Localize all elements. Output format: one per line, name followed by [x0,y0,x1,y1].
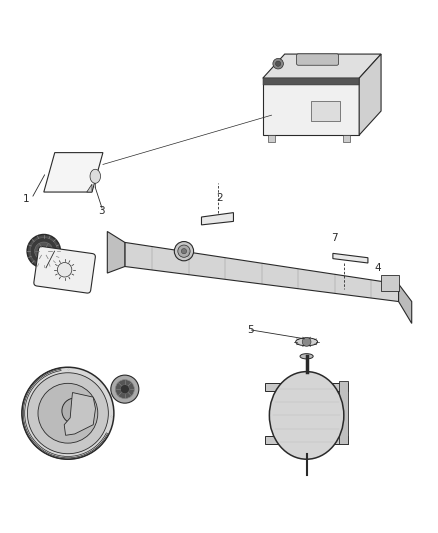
Polygon shape [263,78,359,135]
Polygon shape [201,213,233,225]
Circle shape [22,367,114,459]
Polygon shape [125,243,399,302]
Circle shape [273,59,283,69]
Polygon shape [87,184,92,192]
Text: 2: 2 [216,193,223,203]
Polygon shape [64,392,95,435]
Text: 7: 7 [332,233,338,243]
Bar [265,436,348,444]
Circle shape [120,385,129,394]
Bar [265,383,348,391]
Bar [268,135,275,142]
FancyBboxPatch shape [297,54,339,65]
Bar [311,101,340,121]
Circle shape [181,248,187,254]
Polygon shape [359,54,381,135]
Polygon shape [399,284,412,324]
Circle shape [39,247,48,255]
Circle shape [30,238,57,265]
Text: 3: 3 [99,206,105,216]
Polygon shape [263,54,381,78]
Circle shape [35,242,53,260]
Circle shape [111,375,139,403]
Circle shape [276,61,281,66]
Circle shape [302,337,311,346]
Polygon shape [90,169,101,183]
Circle shape [27,235,60,268]
FancyBboxPatch shape [34,246,95,293]
Circle shape [178,245,190,257]
Ellipse shape [269,372,344,459]
Circle shape [174,241,194,261]
Circle shape [115,379,134,399]
Ellipse shape [296,338,318,346]
Circle shape [57,263,72,277]
Polygon shape [44,152,103,192]
Ellipse shape [300,354,313,359]
Text: 5: 5 [247,325,254,335]
Text: 1: 1 [23,193,30,204]
Bar [381,275,399,290]
Circle shape [62,398,88,424]
Circle shape [28,373,108,454]
Circle shape [38,383,98,443]
Bar [339,381,348,444]
Text: 4: 4 [375,263,381,273]
Polygon shape [333,253,368,263]
Polygon shape [263,78,359,85]
Bar [343,135,350,142]
Polygon shape [107,231,125,273]
